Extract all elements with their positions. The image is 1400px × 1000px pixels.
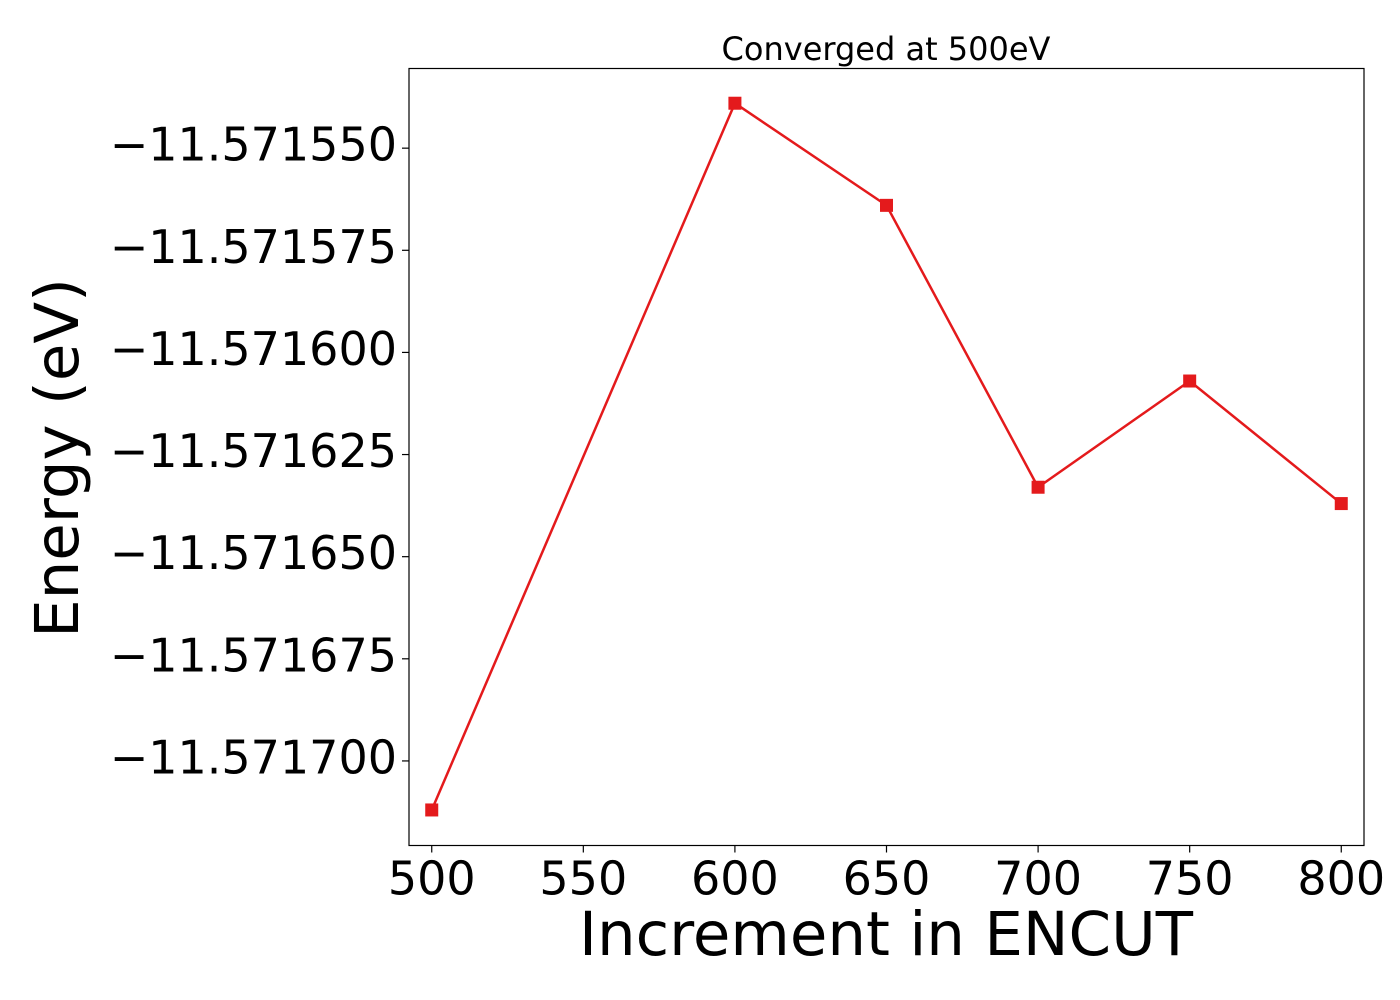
series-layer — [425, 96, 1348, 817]
data-point-marker — [1334, 497, 1348, 511]
y-tick-label: −11.571675 — [110, 628, 397, 682]
y-axis-ticks: −11.571700 −11.571675 −11.571650 −11.571625… — [110, 118, 409, 784]
x-tick-label: 600 — [691, 852, 779, 906]
x-tick-label: 700 — [994, 852, 1082, 906]
x-tick-label: 800 — [1297, 852, 1385, 906]
y-tick-label: −11.571700 — [110, 730, 397, 784]
x-axis-ticks: 500 550 600 650 700 750 800 — [388, 845, 1385, 906]
x-tick-label: 650 — [843, 852, 931, 906]
y-tick-label: −11.571650 — [110, 526, 397, 580]
x-tick-label: 550 — [539, 852, 627, 906]
x-tick-label: 500 — [388, 852, 476, 906]
data-point-marker — [1183, 374, 1197, 388]
data-point-marker — [425, 803, 439, 817]
y-tick-label: −11.571600 — [110, 322, 397, 376]
series-line — [430, 101, 1343, 811]
y-tick-label: −11.571625 — [110, 424, 397, 478]
y-tick-label: −11.571575 — [110, 220, 397, 274]
y-tick-label: −11.571550 — [110, 118, 397, 172]
plot-area-frame — [408, 67, 1365, 847]
data-point-marker — [880, 198, 893, 212]
y-axis-label: Energy (eV) — [22, 278, 93, 638]
x-tick-label: 750 — [1146, 852, 1234, 906]
x-axis-label: Increment in ENCUT — [579, 899, 1194, 970]
data-point-marker — [1031, 480, 1045, 494]
chart-title: Converged at 500eV — [722, 30, 1051, 68]
data-point-marker — [728, 96, 742, 110]
